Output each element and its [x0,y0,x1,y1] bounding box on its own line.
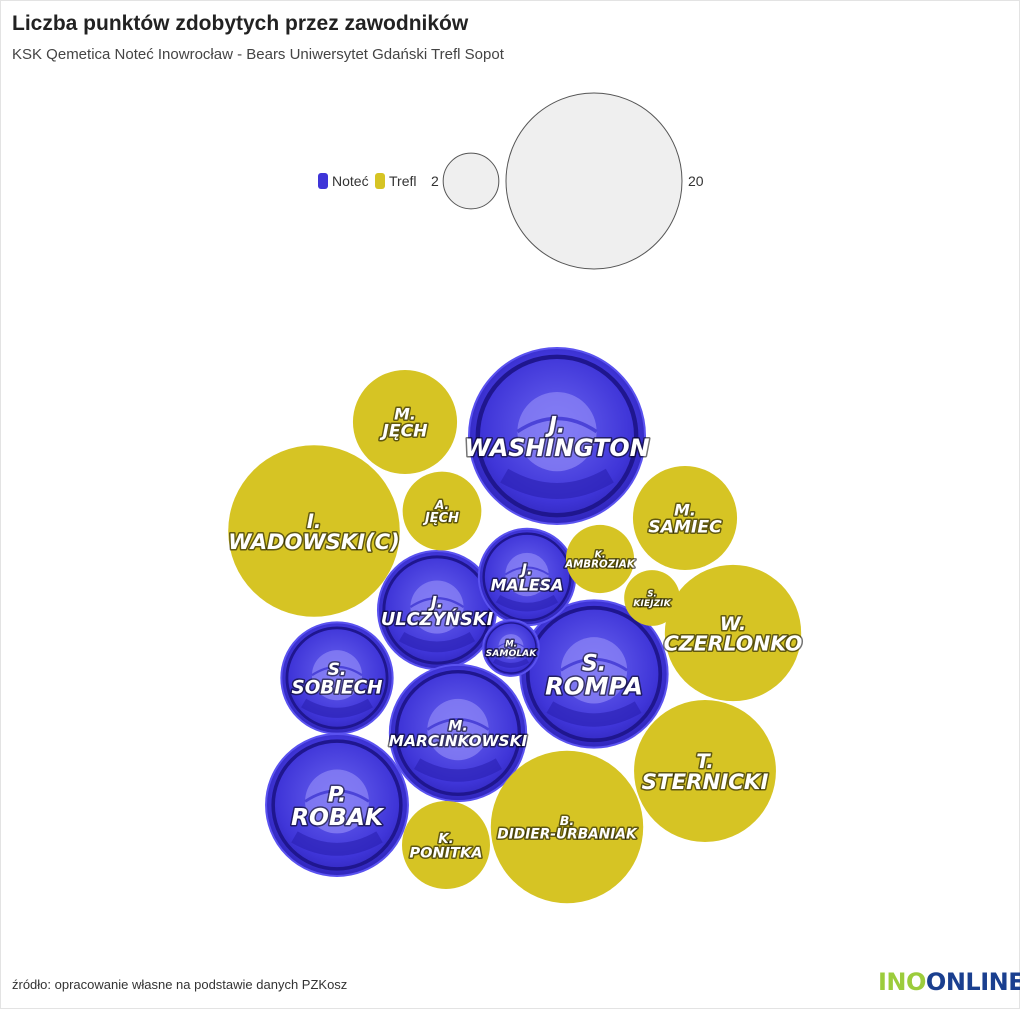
bubble-label-surname: JĘCH [379,422,428,442]
basketball-icon [305,769,369,834]
bubble-label-surname: SAMOLAK [486,648,538,659]
bubble-j-malesa[interactable]: J.MALESA [477,527,577,627]
bubble-k-ponitka[interactable]: K.PONITKA [402,801,490,889]
bubble-s-kiejzik[interactable]: S.KIEJZIK [624,570,680,626]
bubble-circle [664,564,802,702]
source-note: źródło: opracowanie własne na podstawie … [12,977,348,992]
badge-ring [394,669,522,797]
bubble-label-surname: WASHINGTON [464,434,649,462]
bubble-label-initial: J. [519,562,533,579]
legend-label: Noteć [332,173,369,189]
bubble-label-initial: S. [582,650,607,676]
legend-size-label: 20 [688,173,704,189]
bubble-label-surname: ROBAK [291,803,385,831]
bubble-label-initial: A. [434,498,449,512]
bubble-circle [228,445,400,617]
bubble-t-sternicki[interactable]: T.STERNICKI [634,700,776,842]
basketball-icon [505,552,549,597]
basketball-icon [517,392,597,472]
bubble-label-initial: K. [595,549,606,560]
bubble-label-surname: CZERLONKO [664,631,803,655]
bubble-label-initial: P. [328,782,346,807]
chart-subtitle: KSK Qemetica Noteć Inowrocław - Bears Un… [12,46,504,63]
bubble-circle [402,471,482,551]
bubble-label-initial: S. [647,589,656,599]
legend-swatch-notec [318,173,328,189]
badge-ring [382,555,492,665]
bubble-j-washington[interactable]: J.WASHINGTON [463,347,651,525]
basketball-icon [498,634,524,660]
bubble-label-surname: WADOWSKI(C) [228,529,400,554]
badge-ring [482,532,572,622]
bubble-circle [565,524,635,594]
badge-ring [285,626,389,730]
badge-ring [475,354,639,518]
bubble-label-surname: MARCINKOWSKI [389,732,528,750]
bubble-circle [490,750,644,904]
bubble-label-initial: M. [505,639,517,649]
bubble-label-initial: J. [428,592,443,611]
bubble-m-samolak[interactable]: M.SAMOLAK [482,619,540,677]
bubble-circle [634,700,776,842]
bubble-label-surname: ULCZYŃSKI [381,608,494,630]
badge-ring [485,622,537,674]
bubble-m-jech[interactable]: M.JĘCH [352,369,458,475]
badge-ring [271,739,403,871]
bubble-label-initial: M. [448,719,467,735]
bubble-label-initial: T. [696,750,714,773]
inoonline-logo: INOONLINE [878,968,1020,996]
bubble-w-czerlonko[interactable]: W.CZERLONKO [662,564,804,702]
legend-label: Trefl [389,173,416,189]
basketball-icon [410,580,464,634]
bubble-p-robak[interactable]: P.ROBAK [265,733,409,877]
bubble-label-surname: DIDIER-URBANIAK [497,827,638,843]
bubble-a-jech[interactable]: A.JĘCH [402,471,482,551]
bubble-label-initial: W. [720,614,746,635]
basketball-icon [560,637,628,704]
bubble-j-ulczynski[interactable]: J.ULCZYŃSKI [376,549,498,671]
bubble-s-rompa[interactable]: S.ROMPA [519,599,669,749]
bubble-i-wadowski-c[interactable]: I.WADOWSKI(C) [227,445,401,617]
bubble-circle [632,465,738,571]
bubble-label-surname: SAMIEC [648,518,722,538]
bubble-label-surname: SOBIECH [291,678,382,699]
legend-size-label: 2 [431,173,439,189]
bubble-label-initial: K. [438,832,453,847]
bubble-label-surname: JĘCH [422,511,459,526]
bubble-s-sobiech[interactable]: S.SOBIECH [280,621,394,735]
bubble-b-didier-urbaniak[interactable]: B.DIDIER-URBANIAK [490,750,644,904]
bubble-label-surname: ROMPA [545,672,643,701]
chart-title: Liczba punktów zdobytych przez zawodnikó… [12,12,469,35]
bubble-m-samiec[interactable]: M.SAMIEC [632,465,738,571]
bubble-k-ambroziak[interactable]: K.AMBROZIAK [563,524,637,594]
basketball-icon [427,698,489,761]
bubble-label-initial: M. [394,404,416,423]
bubble-label-surname: MALESA [491,576,564,595]
bubble-m-marcinkowski[interactable]: M.MARCINKOWSKI [387,663,529,803]
bubble-label-initial: I. [307,510,322,533]
bubble-circle [402,801,490,889]
legend-swatch-trefl [375,173,385,189]
bubble-label-surname: KIEJZIK [633,598,671,609]
legend-size-bubble [442,152,500,210]
bubble-circle [352,369,458,475]
badge-ring [525,605,663,743]
legend-size-bubble [505,92,683,270]
bubble-label-initial: J. [545,413,565,438]
bubble-label-surname: PONITKA [410,845,483,861]
bubble-label-initial: B. [560,813,574,828]
bubble-label-initial: M. [674,500,696,519]
bubble-label-surname: STERNICKI [642,770,769,795]
basketball-icon [311,650,363,701]
bubble-label-initial: S. [328,659,347,679]
chart-legend: Noteć Trefl 2 20 [318,92,704,270]
bubble-label-surname: AMBROZIAK [564,559,636,571]
bubble-circle [624,570,680,626]
